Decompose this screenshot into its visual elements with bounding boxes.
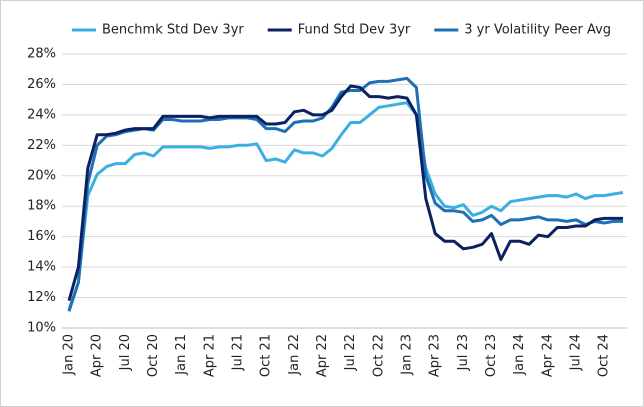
x-tick-label: Jul 21 bbox=[231, 334, 246, 371]
y-tick-label: 18% bbox=[27, 199, 56, 214]
x-tick-label: Jul 22 bbox=[343, 334, 358, 371]
x-tick-label: Jan 21 bbox=[174, 334, 189, 376]
x-tick-label: Jan 20 bbox=[62, 334, 77, 376]
y-tick-label: 16% bbox=[27, 229, 56, 244]
x-tick-label: Apr 23 bbox=[428, 334, 443, 377]
series-line bbox=[67, 101, 624, 311]
legend-label: 3 yr Volatility Peer Avg bbox=[464, 23, 611, 38]
legend-label: Fund Std Dev 3yr bbox=[298, 23, 411, 38]
x-tick-label: Jan 24 bbox=[512, 334, 527, 376]
y-tick-label: 12% bbox=[27, 290, 56, 305]
x-tick-label: Oct 21 bbox=[259, 334, 274, 377]
y-tick-label: 28% bbox=[27, 47, 56, 62]
series-line bbox=[67, 84, 623, 302]
x-tick-label: Oct 24 bbox=[597, 334, 612, 377]
x-tick-label: Jul 23 bbox=[456, 334, 471, 371]
x-tick-label: Apr 20 bbox=[90, 334, 105, 377]
y-tick-label: 26% bbox=[27, 77, 56, 92]
y-tick-label: 14% bbox=[27, 260, 56, 275]
x-tick-label: Jan 22 bbox=[287, 334, 302, 376]
x-tick-label: Oct 23 bbox=[484, 334, 499, 377]
y-tick-label: 10% bbox=[27, 321, 56, 336]
x-tick-label: Jul 20 bbox=[118, 334, 133, 371]
y-tick-label: 22% bbox=[27, 138, 56, 153]
y-tick-label: 24% bbox=[27, 107, 56, 122]
y-tick-label: 20% bbox=[27, 168, 56, 183]
x-tick-label: Oct 20 bbox=[146, 334, 161, 377]
x-tick-label: Apr 24 bbox=[540, 334, 555, 377]
x-tick-label: Oct 22 bbox=[371, 334, 386, 377]
x-tick-label: Apr 21 bbox=[202, 334, 217, 377]
x-tick-label: Apr 22 bbox=[315, 334, 330, 377]
legend-label: Benchmk Std Dev 3yr bbox=[102, 23, 244, 38]
x-tick-label: Jan 23 bbox=[400, 334, 415, 376]
x-tick-label: Jul 24 bbox=[569, 334, 584, 371]
